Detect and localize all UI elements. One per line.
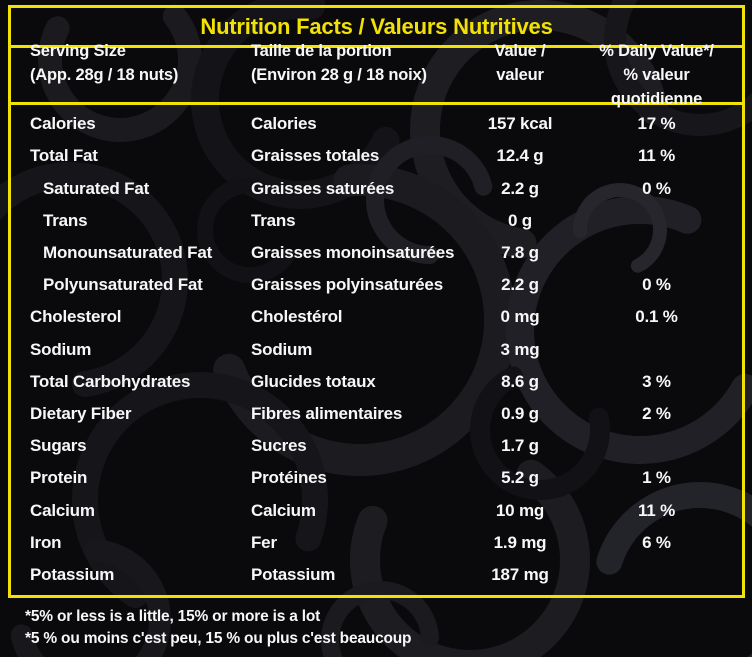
footnote-en: *5% or less is a little, 15% or more is … [25,608,321,625]
nutrient-name-fr: Sucres [251,436,307,456]
nutrient-daily-value: 0 % [642,178,671,198]
table-row: Trans Trans 0 g [30,205,728,237]
nutrient-value: 157 kcal [487,114,553,134]
nutrient-value: 12.4 g [496,146,544,166]
table-row: Potassium Potassium 187 mg [30,559,728,591]
nutrient-name-en: Iron [30,532,62,552]
table-row: Saturated Fat Graisses saturées 2.2 g 0 … [30,172,728,204]
header-daily-value-line1: % Daily Value*/ [599,42,714,60]
table-row: Polyunsaturated Fat Graisses polyinsatur… [30,269,728,301]
nutrient-name-fr: Fer [251,532,277,552]
table-row: Iron Fer 1.9 mg 6 % [30,527,728,559]
nutrient-name-fr: Cholestérol [251,307,343,327]
header-serving-size-en: Serving Size (App. 28g / 18 nuts) [30,39,251,111]
nutrient-daily-value: 3 % [642,371,671,391]
nutrient-value: 0 mg [500,307,540,327]
nutrient-name-en: Potassium [30,564,115,584]
nutrient-name-fr: Calcium [251,500,316,520]
table-row: Calories Calories 157 kcal 17 % [30,108,728,140]
nutrient-value: 10 mg [495,500,545,520]
nutrient-name-en: Total Fat [30,146,98,166]
nutrient-value: 1.7 g [501,436,539,456]
nutrient-name-fr: Sodium [251,339,313,359]
table-title-bar: Nutrition Facts / Valeurs Nutritives [11,8,742,48]
nutrient-name-fr: Graisses polyinsaturées [251,275,443,295]
nutrient-value: 187 mg [491,564,549,584]
nutrient-daily-value: 11 % [637,500,675,520]
table-row: Sugars Sucres 1.7 g [30,430,728,462]
table-row: Monounsaturated Fat Graisses monoinsatur… [30,237,728,269]
table-row: Cholesterol Cholestérol 0 mg 0.1 % [30,301,728,333]
header-value-line2: valeur [496,66,544,84]
nutrient-name-en: Polyunsaturated Fat [43,275,203,295]
nutrient-name-en: Monounsaturated Fat [43,242,213,262]
nutrient-daily-value: 1 % [642,468,671,488]
nutrient-daily-value: 0 % [642,275,671,295]
header-serving-size-en-line2: (App. 28g / 18 nuts) [30,66,179,84]
nutrient-name-fr: Protéines [251,468,327,488]
table-title: Nutrition Facts / Valeurs Nutritives [200,13,553,39]
nutrient-value: 8.6 g [501,371,539,391]
table-row: Total Carbohydrates Glucides totaux 8.6 … [30,366,728,398]
nutrient-value: 2.2 g [501,275,539,295]
header-daily-value: % Daily Value*/ % valeur quotidienne [585,39,728,111]
header-serving-size-fr: Taille de la portion (Environ 28 g / 18 … [251,39,455,111]
nutrient-value: 7.8 g [501,242,539,262]
nutrient-value: 2.2 g [501,178,539,198]
header-daily-value-line2: % valeur quotidienne [610,66,703,108]
header-serving-size-fr-line2: (Environ 28 g / 18 noix) [251,66,427,84]
nutrient-name-en: Sodium [30,339,92,359]
nutrient-name-en: Dietary Fiber [30,403,132,423]
footnotes: *5% or less is a little, 15% or more is … [25,606,411,649]
table-body: Calories Calories 157 kcal 17 % Total Fa… [11,105,742,595]
nutrient-name-fr: Graisses totales [251,146,380,166]
header-serving-size-fr-line1: Taille de la portion [251,42,392,60]
header-value: Value / valeur [455,39,585,111]
table-row: Protein Protéines 5.2 g 1 % [30,462,728,494]
footnote-fr: *5 % ou moins c'est peu, 15 % ou plus c'… [25,629,412,647]
header-serving-size-en-line1: Serving Size [30,42,126,60]
table-row: Total Fat Graisses totales 12.4 g 11 % [30,140,728,172]
nutrient-name-fr: Fibres alimentaires [251,403,403,423]
nutrient-name-en: Total Carbohydrates [30,371,191,391]
nutrient-name-fr: Potassium [251,564,336,584]
nutrient-value: 5.2 g [501,468,539,488]
nutrient-daily-value: 6 % [642,532,671,552]
nutrient-daily-value: 17 % [637,114,676,134]
nutrient-daily-value: 11 % [637,146,675,166]
nutrient-daily-value: 2 % [642,403,671,423]
nutrient-name-fr: Glucides totaux [251,371,376,391]
nutrient-name-fr: Graisses saturées [251,178,395,198]
nutrient-name-en: Cholesterol [30,307,122,327]
nutrient-name-en: Calcium [30,500,95,520]
nutrient-daily-value: 0.1 % [635,307,678,327]
nutrient-name-fr: Trans [251,210,296,230]
nutrient-name-fr: Graisses monoinsaturées [251,242,455,262]
nutrient-name-en: Sugars [30,436,87,456]
nutrient-value: 0 g [508,210,532,230]
nutrient-value: 3 mg [500,339,540,359]
nutrient-value: 1.9 mg [493,532,547,552]
nutrient-name-en: Calories [30,114,96,134]
nutrient-value: 0.9 g [501,403,539,423]
nutrient-name-en: Protein [30,468,88,488]
header-value-line1: Value / [494,42,546,60]
column-headers: Serving Size (App. 28g / 18 nuts) Taille… [11,42,742,108]
nutrition-table: Nutrition Facts / Valeurs Nutritives Ser… [8,5,745,598]
table-row: Dietary Fiber Fibres alimentaires 0.9 g … [30,398,728,430]
table-row: Calcium Calcium 10 mg 11 % [30,494,728,526]
nutrient-name-fr: Calories [251,114,317,134]
table-row: Sodium Sodium 3 mg [30,333,728,365]
nutrient-name-en: Saturated Fat [43,178,150,198]
nutrient-name-en: Trans [43,210,88,230]
